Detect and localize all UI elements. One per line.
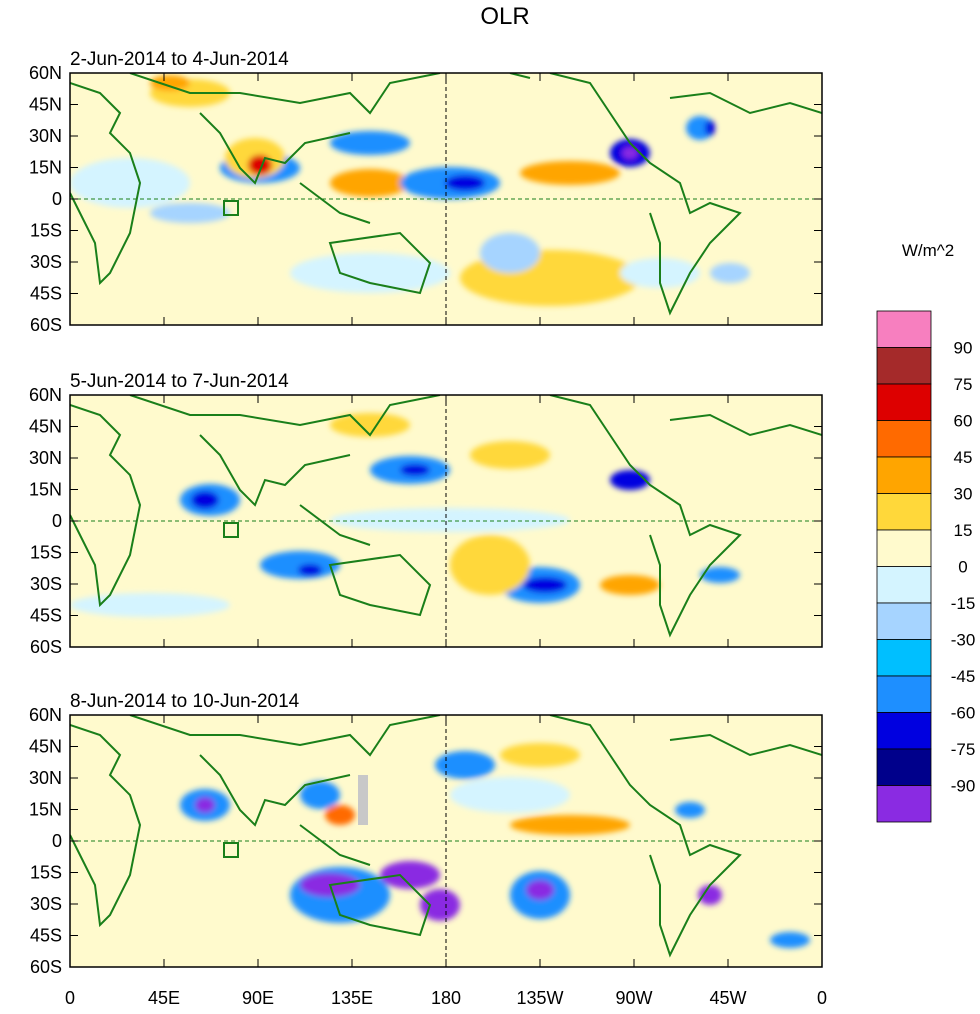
lat-tick-label: 30S [30,894,62,914]
lon-tick-label: 45W [709,988,746,1008]
colorbar-tick-label: -45 [951,667,976,686]
lon-tick-label: 0 [817,988,827,1008]
lat-tick-label: 30S [30,574,62,594]
lon-tick-label: 0 [65,988,75,1008]
colorbar-swatch [876,748,932,786]
target-region-box [223,200,239,216]
colorbar-tick-label: 15 [954,521,973,540]
lat-tick-label: 30N [29,126,62,146]
colorbar-tick-label: 45 [954,448,973,467]
colorbar-tick-label: 60 [954,412,973,431]
lat-tick-label: 45N [29,95,62,115]
lat-tick-label: 60N [29,63,62,83]
colorbar: 90 75 60 45 30 15 0 -15 -30 -45 -60 -75 -90 [876,310,976,823]
colorbar-tick-label: -60 [951,704,976,723]
colorbar-tick-label: -90 [951,777,976,796]
lat-tick-label: 60S [30,637,62,657]
lat-tick-label: 60S [30,315,62,335]
colorbar-swatch [876,602,932,640]
latitude-axes: 60N 45N 30N 15N 0 15S 30S 45S 60S 60N 45N 30N 15N 0 15… [29,63,823,977]
colorbar-swatch [876,712,932,750]
colorbar-swatch [876,529,932,567]
lat-tick-label: 45N [29,737,62,757]
lat-tick-label: 15N [29,800,62,820]
colorbar-swatch [876,310,932,348]
lat-tick-label: 45S [30,284,62,304]
panel-period-label: 2-Jun-2014 to 4-Jun-2014 [70,49,289,70]
colorbar-tick-label: 90 [954,339,973,358]
lat-tick-label: 60N [29,705,62,725]
lat-tick-label: 30S [30,252,62,272]
map-panel-3: 8-Jun-2014 to 10-Jun-2014 [69,691,823,968]
missing-data-patch [358,775,368,825]
target-region-box [223,842,239,858]
colorbar-swatch [876,566,932,604]
panel-period-label: 8-Jun-2014 to 10-Jun-2014 [70,691,300,712]
coastlines [70,73,822,316]
lat-tick-label: 0 [52,189,62,209]
lon-tick-label: 180 [431,988,461,1008]
colorbar-tick-label: 0 [958,558,967,577]
lat-tick-label: 15S [30,543,62,563]
panel-period-label: 5-Jun-2014 to 7-Jun-2014 [70,371,289,392]
lon-tick-label: 45E [148,988,180,1008]
lon-tick-label: 90E [242,988,274,1008]
colorbar-tick-label: -15 [951,594,976,613]
lat-tick-label: 30N [29,448,62,468]
lat-tick-label: 15S [30,863,62,883]
colorbar-tick-label: 30 [954,485,973,504]
colorbar-swatch [876,456,932,494]
colorbar-units-label: W/m^2 [902,241,954,260]
lat-tick-label: 45S [30,926,62,946]
lat-tick-label: 0 [52,831,62,851]
lat-tick-label: 15N [29,480,62,500]
colorbar-tick-label: 75 [954,375,973,394]
olr-anomaly-field [180,743,810,948]
colorbar-swatch [876,493,932,531]
lat-tick-label: 60S [30,957,62,977]
lon-tick-label: 90W [615,988,652,1008]
lat-tick-label: 45S [30,606,62,626]
target-region-box [223,522,239,538]
colorbar-tick-label: -30 [951,631,976,650]
figure-title: OLR [480,3,529,30]
lon-tick-label: 135W [516,988,563,1008]
lat-tick-label: 0 [52,511,62,531]
lat-tick-label: 45N [29,417,62,437]
longitude-axis: 0 45E 90E 135E 180 135W 90W 45W 0 [65,988,827,1008]
colorbar-tick-label: -75 [951,740,976,759]
coastlines [70,715,822,958]
lat-tick-label: 15S [30,221,62,241]
colorbar-swatch [876,785,932,823]
coastlines [70,395,822,638]
colorbar-swatch [876,639,932,677]
map-panel-1: 2-Jun-2014 to 4-Jun-2014 [69,49,823,326]
lon-tick-label: 135E [331,988,373,1008]
olr-anomaly-field [70,413,740,617]
lat-tick-label: 15N [29,158,62,178]
colorbar-swatch [876,675,932,713]
colorbar-swatch [876,420,932,458]
lat-tick-label: 30N [29,768,62,788]
colorbar-swatch [876,347,932,385]
lat-tick-label: 60N [29,385,62,405]
colorbar-swatch [876,383,932,421]
map-panel-2: 5-Jun-2014 to 7-Jun-2014 [69,371,823,648]
